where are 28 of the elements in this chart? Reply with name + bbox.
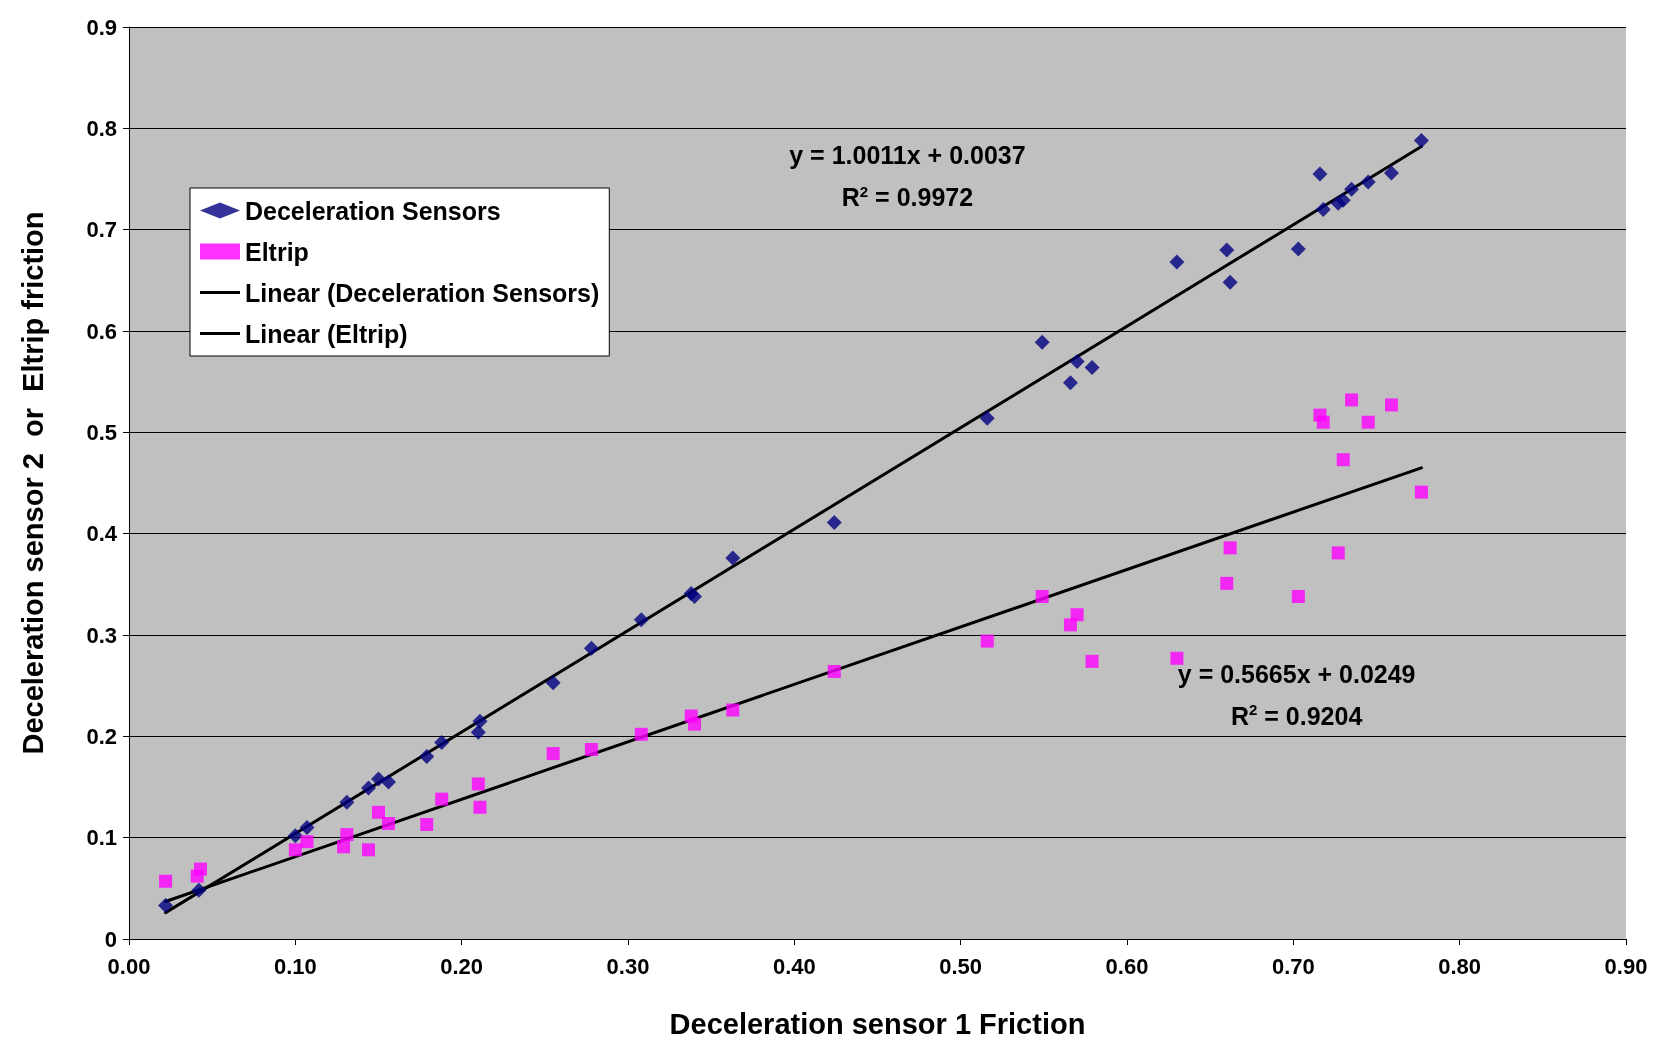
annotation: y = 1.0011x + 0.0037 (789, 141, 1026, 170)
x-tick-label: 0.30 (606, 953, 650, 979)
x-tick-label: 0.10 (273, 953, 317, 979)
y-tick-label: 0.7 (86, 217, 117, 243)
x-axis-title: Deceleration sensor 1 Friction (669, 1007, 1086, 1040)
x-tick-label: 0.60 (1105, 953, 1149, 979)
x-tick-label: 0.90 (1604, 953, 1648, 979)
y-tick-label: 0.5 (86, 419, 117, 445)
x-tick-label: 0.80 (1438, 953, 1482, 979)
legend-label: Linear (Eltrip) (245, 319, 408, 348)
y-tick-label: 0.9 (86, 14, 117, 40)
y-tick-label: 0.3 (86, 622, 117, 648)
y-tick-label: 0.8 (86, 115, 117, 141)
y-tick-label: 0.2 (86, 723, 117, 749)
y-tick-label: 0.4 (86, 521, 118, 547)
y-axis-title: Deceleration sensor 2 or Eltrip friction (16, 211, 49, 755)
y-tick-label: 0 (104, 926, 117, 952)
y-tick-label: 0.6 (86, 318, 117, 344)
legend-label: Linear (Deceleration Sensors) (245, 278, 600, 307)
x-tick-label: 0.50 (939, 953, 983, 979)
legend-label: Deceleration Sensors (245, 196, 501, 225)
x-tick-label: 0.40 (772, 953, 816, 979)
y-tick-label: 0.1 (86, 825, 117, 851)
x-tick-label: 0.00 (107, 953, 151, 979)
legend-label: Eltrip (245, 237, 309, 266)
annotation: y = 0.5665x + 0.0249 (1177, 659, 1416, 688)
x-tick-label: 0.70 (1271, 953, 1315, 979)
x-tick-label: 0.20 (440, 953, 484, 979)
